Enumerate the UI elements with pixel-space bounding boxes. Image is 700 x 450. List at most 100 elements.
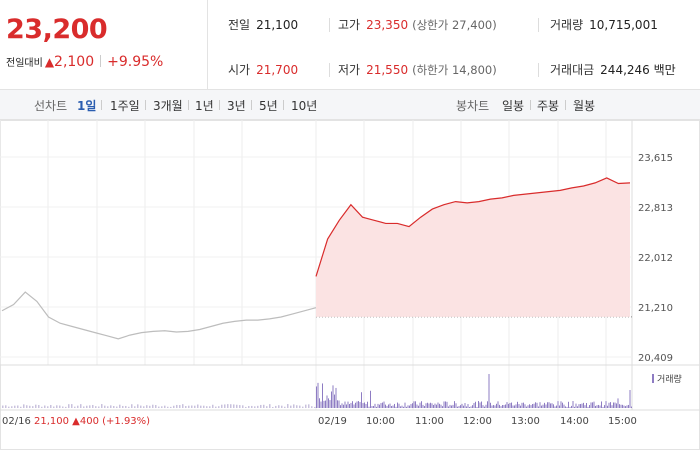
volume-bar <box>547 402 548 408</box>
upper-limit: (상한가 27,400) <box>412 18 497 32</box>
tab-3year[interactable]: 3년 <box>227 99 246 113</box>
volume-bar <box>170 406 172 408</box>
volume-bar <box>197 404 199 408</box>
volume-bar <box>350 402 352 408</box>
volume-bar <box>209 406 211 408</box>
volume-bar <box>392 405 394 408</box>
volume-bar <box>577 406 578 408</box>
up-arrow-icon: ▲ <box>44 55 55 69</box>
volume-bar <box>599 405 601 408</box>
volume-bar <box>59 405 61 408</box>
volume-bar <box>349 404 350 408</box>
volume-bar <box>445 401 446 408</box>
volume-bar <box>541 405 542 408</box>
tab-10year[interactable]: 10년 <box>291 99 318 113</box>
volume-bar <box>466 406 467 408</box>
volume-legend: 거래량 <box>652 373 682 385</box>
volume-bar <box>326 395 328 408</box>
stat-value: 21,550 <box>366 63 409 77</box>
volume-bar <box>530 405 532 408</box>
price-chart[interactable]: 23,615 22,813 22,012 21,210 20,409 02/19 10:0… <box>0 120 700 450</box>
volume-bar <box>71 404 73 408</box>
x-tick-label: 12:00 <box>463 416 492 427</box>
quote-header: 23,200 전일대비 ▲2,100 +9.95% 전일 21,100 고가 23,35… <box>0 0 700 90</box>
volume-bar <box>302 406 304 408</box>
tab-weekly-candle[interactable]: 주봉 <box>537 99 560 113</box>
volume-bar <box>389 403 391 408</box>
volume-bar <box>484 406 485 408</box>
volume-bar <box>224 404 226 408</box>
volume-bar <box>535 402 536 408</box>
volume-bar <box>14 405 16 408</box>
stat-label: 저가 <box>338 63 361 77</box>
volume-bar <box>131 404 133 408</box>
tab-monthly-candle[interactable]: 월봉 <box>573 99 596 113</box>
volume-bar <box>281 405 283 408</box>
volume-bar <box>412 403 413 408</box>
tab-3month[interactable]: 3개월 <box>153 99 183 113</box>
stat-prev-close: 전일 21,100 <box>228 16 298 33</box>
divider <box>145 100 146 110</box>
volume-bar <box>125 405 127 408</box>
volume-bar <box>434 403 436 408</box>
tab-5year[interactable]: 5년 <box>259 99 278 113</box>
volume-bar <box>92 404 94 408</box>
volume-bar <box>325 400 326 408</box>
tab-1week[interactable]: 1주일 <box>110 99 140 113</box>
divider <box>329 18 330 32</box>
volume-bar <box>167 406 169 408</box>
volume-bar <box>538 406 539 408</box>
volume-bar <box>566 406 568 408</box>
stat-value: 10,715,001 <box>589 18 658 32</box>
volume-bar <box>320 401 322 408</box>
volume-bar <box>616 403 617 408</box>
volume-bar <box>134 406 136 408</box>
volume-bar <box>380 403 382 408</box>
volume-bar <box>101 404 103 408</box>
volume-bar <box>422 404 424 408</box>
volume-bar <box>587 406 589 408</box>
volume-bar <box>608 402 610 408</box>
volume-bar <box>383 401 385 408</box>
volume-bar <box>598 404 599 408</box>
tab-1day[interactable]: 1일 <box>77 99 97 113</box>
volume-bar <box>98 406 100 408</box>
volume-bar <box>409 405 410 408</box>
tab-1year[interactable]: 1년 <box>195 99 214 113</box>
lower-limit: (하한가 14,800) <box>412 63 497 77</box>
volume-bar <box>548 402 550 408</box>
volume-bar <box>475 401 476 408</box>
volume-bar <box>418 405 419 408</box>
volume-bar <box>520 405 521 408</box>
volume-bar <box>379 404 380 408</box>
volume-bar <box>373 405 374 408</box>
volume-bar <box>440 404 442 408</box>
volume-bar <box>472 405 473 408</box>
volume-bar <box>407 405 409 408</box>
volume-bars <box>2 374 632 408</box>
volume-bar <box>470 406 472 408</box>
volume-bar <box>592 402 593 408</box>
volume-bar <box>403 406 404 408</box>
volume-bar <box>368 406 370 408</box>
volume-bar <box>338 400 340 408</box>
volume-bar <box>454 401 455 408</box>
divider <box>100 55 102 67</box>
volume-bar <box>128 406 130 408</box>
volume-bar <box>340 405 341 408</box>
volume-bar <box>545 404 547 408</box>
volume-bar <box>523 402 524 408</box>
volume-bar <box>2 405 4 408</box>
volume-bar <box>319 398 320 408</box>
stat-label: 전일 <box>228 18 251 32</box>
divider <box>101 100 102 110</box>
tab-daily-candle[interactable]: 일봉 <box>502 99 525 113</box>
prev-day-summary: 02/16 21,100 ▲400 (+1.93%) <box>2 416 150 427</box>
volume-bar <box>245 406 247 408</box>
volume-bar <box>194 405 196 408</box>
volume-bar <box>509 402 511 408</box>
volume-bar <box>551 403 553 408</box>
volume-bar <box>32 406 34 408</box>
volume-bar <box>206 406 208 408</box>
volume-bar <box>431 403 433 408</box>
